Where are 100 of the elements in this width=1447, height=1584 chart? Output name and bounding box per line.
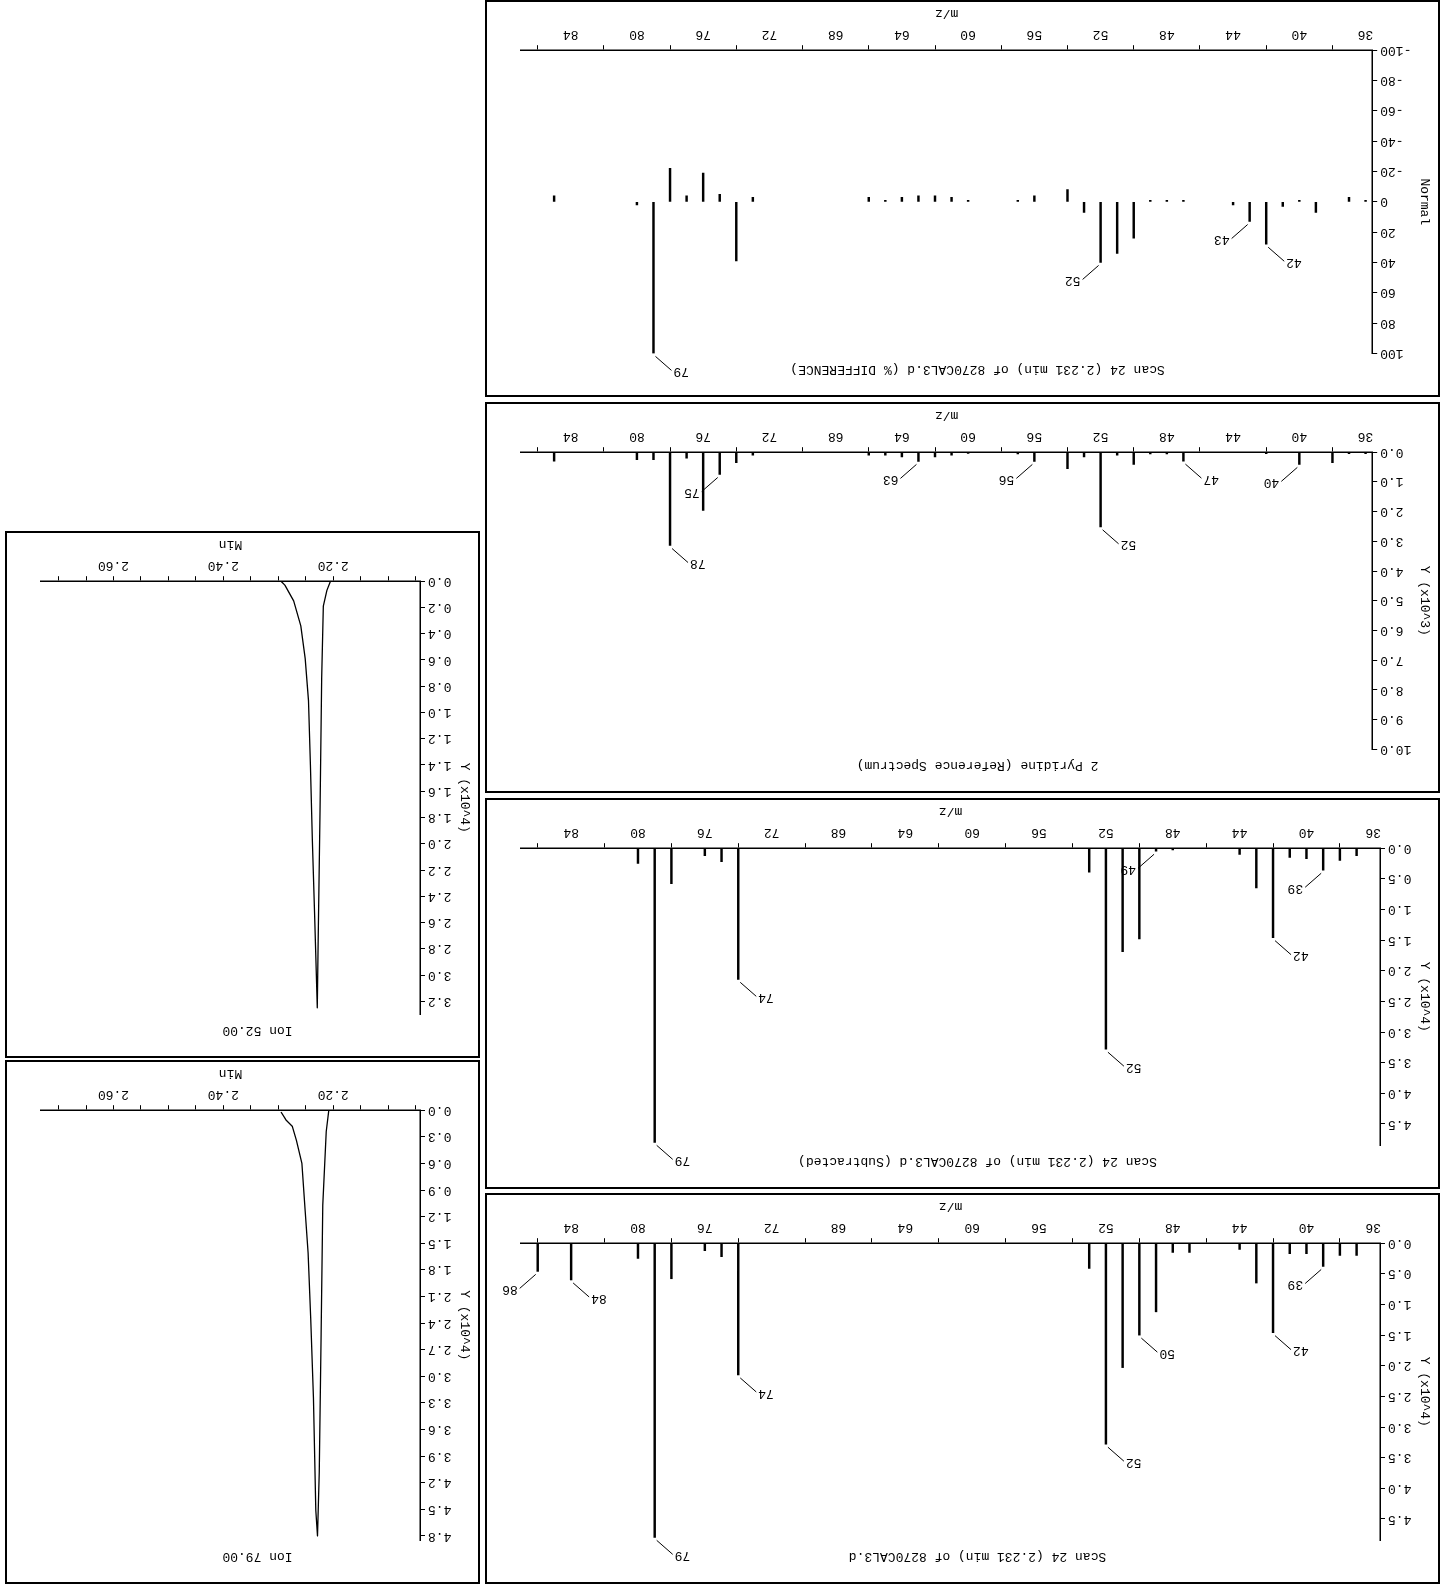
x-tick-label: 44 [1231, 824, 1248, 840]
text: 2 Pyridine (Reference Spectrum) [856, 757, 1099, 773]
annotation: 84 [590, 1290, 607, 1306]
x-tick-label: 56 [1031, 1219, 1047, 1235]
annotation: 75 [684, 485, 700, 501]
y-tick-label: 3.6 [428, 1422, 452, 1438]
x-tick-label: 84 [562, 26, 579, 42]
y-tick-label: 2.4 [427, 1315, 452, 1331]
x-tick-label: 80 [630, 1219, 646, 1235]
x-tick-label: 64 [893, 26, 910, 42]
text: Scan 24 (2.231 min) of 8270CAL3.d (% DIFFERENCE) [790, 361, 1165, 377]
bar [1033, 195, 1036, 202]
y-tick-label: 9.0 [1380, 712, 1404, 728]
x-tick-label: 36 [1357, 26, 1374, 42]
annotation: 79 [673, 363, 690, 379]
annotation: 42 [1286, 254, 1302, 270]
y-tick-label: 0.5 [1388, 871, 1412, 887]
bar [950, 196, 953, 202]
annotation: 39 [1287, 1277, 1304, 1293]
y-tick-label: 1.4 [427, 757, 452, 773]
x-tick-label: 52 [1092, 428, 1109, 444]
bar [652, 201, 655, 354]
x-tick-label: 84 [562, 428, 579, 444]
y-tick-label: 0.2 [428, 600, 452, 616]
y-tick-label: 60 [1380, 285, 1396, 301]
y-tick-label: 1.8 [428, 810, 452, 826]
y-tick-label: -100 [1380, 42, 1412, 58]
y-axis-title: Y (x10^4) [1416, 961, 1432, 1032]
x-axis-title: m/z [934, 408, 959, 424]
y-tick-label: 10.0 [1380, 741, 1412, 757]
x-tick-label: 2.60 [97, 1086, 130, 1102]
y-tick-label: 3.0 [428, 1368, 452, 1384]
y-tick-label: 2.5 [1388, 1388, 1412, 1404]
x-tick-label: 40 [1291, 26, 1308, 42]
x-axis-title: m/z [934, 6, 959, 22]
y-axis-title: Y (x10^3) [1416, 565, 1432, 636]
annotation: 79 [674, 1547, 691, 1563]
y-tick-label: 2.0 [428, 836, 452, 852]
bar [1248, 201, 1251, 222]
y-axis-title: Y (x10^4) [1416, 1356, 1432, 1427]
y-tick-label: 80 [1380, 315, 1396, 331]
x-tick-label: 56 [1026, 26, 1043, 42]
y-tick-label: 3.0 [1388, 1419, 1412, 1435]
annotation: 39 [1287, 880, 1304, 896]
y-tick-label: -20 [1380, 164, 1404, 180]
x-tick-label: 56 [1026, 428, 1043, 444]
text: Scan 24 (2.231 min) of 8270CAL3.d (Subtracted) [798, 1153, 1157, 1169]
y-tick-label: 1.5 [1388, 932, 1412, 948]
x-tick-label: 68 [827, 428, 844, 444]
x-tick-label: 60 [964, 824, 981, 840]
y-tick-label: 1.6 [428, 783, 452, 799]
x-tick-label: 84 [563, 1219, 579, 1235]
annotation: 78 [690, 556, 706, 572]
y-tick-label: 8.0 [1380, 682, 1404, 698]
y-tick-label: 1.2 [428, 731, 452, 747]
x-axis-title: m/z [938, 1199, 963, 1215]
y-tick-label: 0.6 [428, 652, 452, 668]
y-tick-label: 4.0 [1380, 563, 1404, 579]
text: Ion 79.00 [222, 1548, 293, 1564]
annotation: 47 [1203, 471, 1220, 487]
bar [552, 195, 556, 202]
bar [933, 195, 937, 202]
y-tick-label: 2.2 [428, 862, 452, 878]
y-tick-label: 2.5 [1388, 993, 1412, 1009]
bar [1066, 189, 1069, 202]
annotation: 74 [758, 1385, 774, 1401]
x-tick-label: 68 [827, 26, 844, 42]
bar [917, 195, 920, 202]
x-tick-label: 2.60 [97, 557, 130, 573]
annotation: 52 [1120, 537, 1137, 553]
x-tick-label: 76 [695, 26, 711, 42]
annotation: 86 [502, 1281, 518, 1297]
y-tick-label: 4.5 [1388, 1511, 1412, 1527]
x-tick-label: 40 [1298, 824, 1315, 840]
y-tick-label: 0.8 [428, 678, 452, 694]
y-tick-label: 0.6 [428, 1155, 452, 1171]
y-tick-label: 2.6 [428, 915, 452, 931]
y-tick-label: 2.0 [1380, 504, 1404, 520]
y-tick-label: 20 [1380, 224, 1396, 240]
annotation: 50 [1159, 1345, 1175, 1361]
x-tick-label: 2.20 [317, 1086, 349, 1102]
y-axis-title: Y (x10^4) [456, 762, 472, 833]
y-tick-label: 1.0 [428, 705, 452, 721]
x-tick-label: 48 [1164, 1219, 1181, 1235]
annotation: 52 [1125, 1059, 1142, 1075]
x-tick-label: 36 [1357, 428, 1374, 444]
y-tick-label: 4.0 [1388, 1085, 1412, 1101]
y-tick-label: 4.5 [428, 1501, 452, 1517]
x-tick-label: 80 [630, 824, 646, 840]
annotation: 56 [998, 471, 1015, 487]
y-axis-title: Normal [1416, 178, 1432, 226]
y-tick-label: 3.5 [1388, 1055, 1412, 1071]
bar [718, 193, 721, 202]
x-tick-label: 76 [695, 428, 711, 444]
x-tick-label: 52 [1098, 824, 1114, 840]
x-tick-label: 44 [1225, 26, 1241, 42]
y-tick-label: 4.0 [1388, 1480, 1412, 1496]
bar [1099, 201, 1102, 263]
y-tick-label: -40 [1380, 133, 1404, 149]
y-tick-label: -60 [1380, 103, 1404, 119]
